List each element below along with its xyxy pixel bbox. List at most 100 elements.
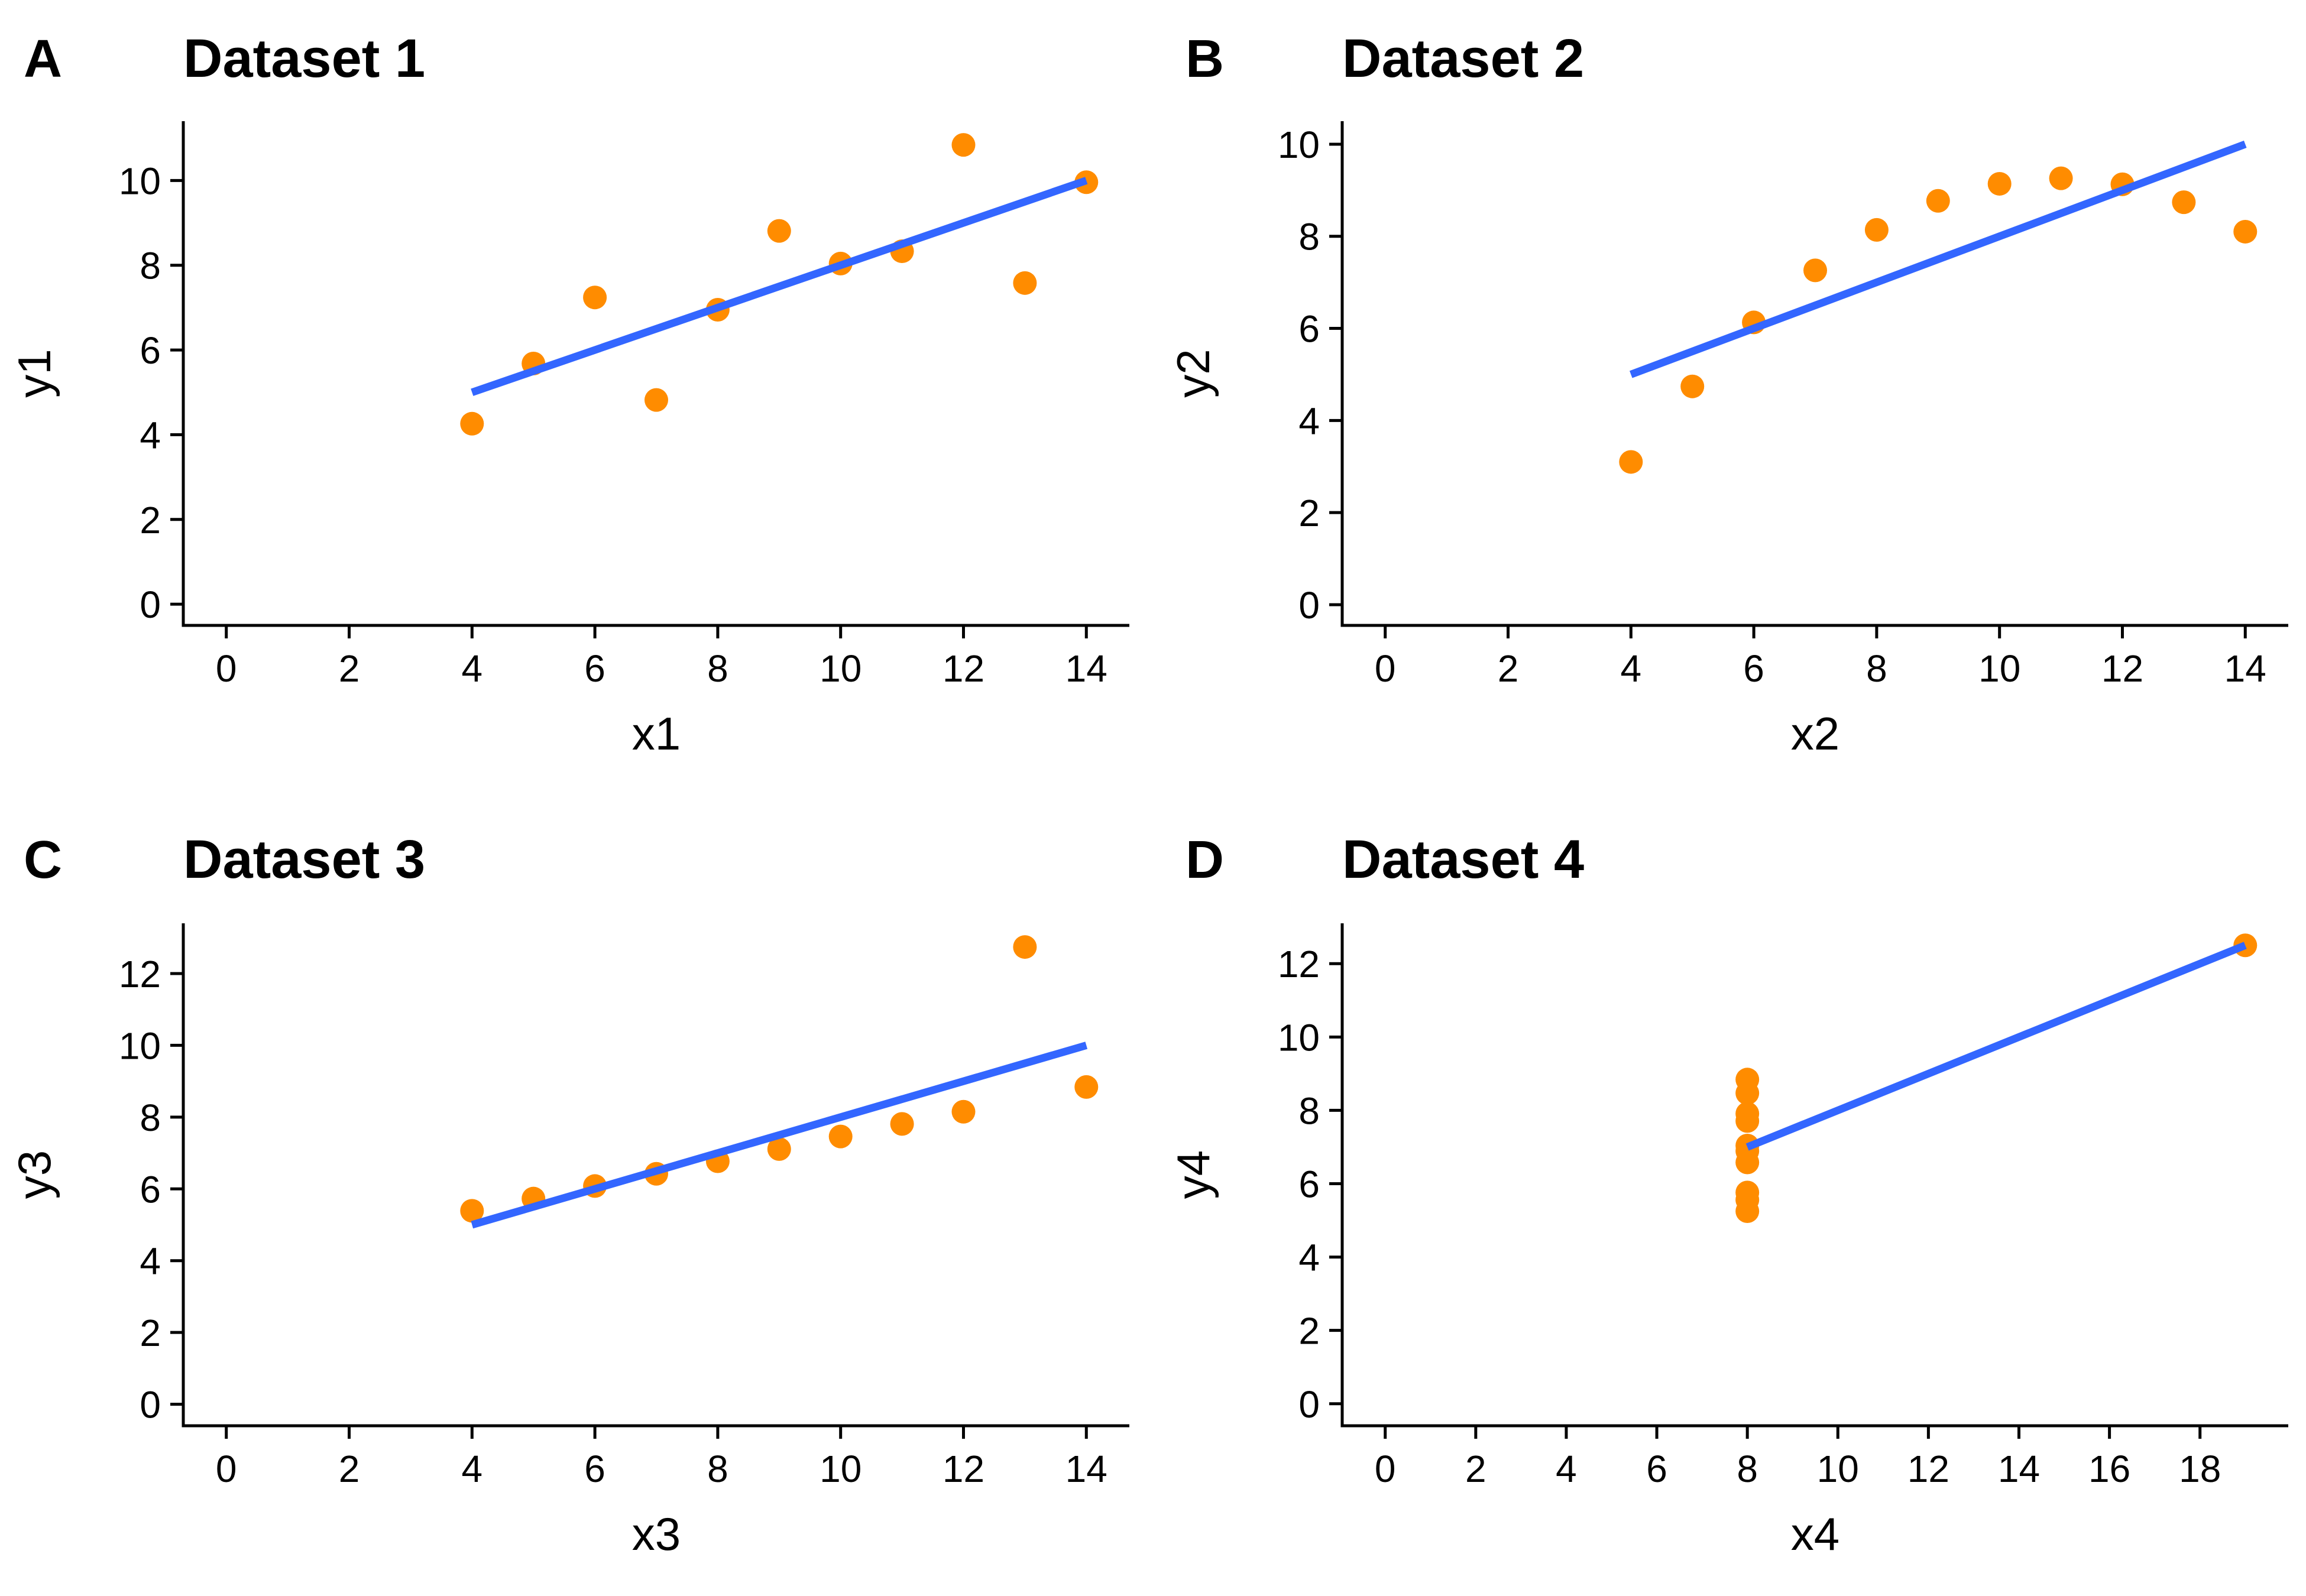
- x-tick-label: 16: [2088, 1448, 2130, 1490]
- x-tick-label: 12: [2101, 647, 2143, 690]
- panel-letter: C: [24, 831, 62, 890]
- y-tick-label: 10: [1278, 1016, 1320, 1059]
- x-tick-label: 2: [339, 647, 360, 690]
- y-tick-label: 12: [1278, 943, 1320, 985]
- y-tick-label: 8: [1298, 1089, 1320, 1132]
- data-point: [951, 133, 976, 157]
- panel-d: D Dataset 4 0 2 4 6 8 10 12 14 16 18 0 2 4 6 8 10 12 x4 y4: [1167, 829, 2288, 1560]
- regression-line: [1630, 140, 2247, 378]
- x-tick-label: 6: [584, 647, 605, 690]
- data-point: [767, 1137, 791, 1161]
- y-tick-label: 4: [1298, 400, 1320, 442]
- x-tick-label: 8: [707, 647, 728, 690]
- data-point: [2233, 219, 2258, 244]
- panel-title: Dataset 1: [183, 28, 425, 89]
- y-tick-label: 8: [1298, 216, 1320, 258]
- data-point: [1680, 374, 1705, 398]
- panel-letter: B: [1186, 30, 1224, 89]
- y-tick-label: 10: [119, 160, 161, 202]
- data-point: [1864, 218, 1889, 242]
- x-tick-label: 2: [339, 1448, 360, 1490]
- x-tick-label: 0: [1375, 1448, 1396, 1490]
- panel-letter: A: [24, 30, 62, 89]
- x-tick-label: 18: [2179, 1448, 2221, 1490]
- data-point: [1987, 171, 2012, 196]
- panel-b: B Dataset 2 0 2 4 6 8 10 12 14 0 2 4 6 8 10 x2 y2: [1167, 28, 2288, 760]
- x-tick-label: 4: [462, 1448, 483, 1490]
- y-tick-label: 12: [119, 953, 161, 995]
- x-tick-label: 12: [943, 1448, 984, 1490]
- y-tick-label: 2: [140, 1312, 161, 1354]
- y-tick-label: 8: [140, 1097, 161, 1139]
- x-tick-label: 10: [1817, 1448, 1859, 1490]
- panel-title: Dataset 3: [183, 829, 425, 890]
- x-tick-label: 4: [1621, 647, 1642, 690]
- y-tick-label: 0: [1298, 1383, 1320, 1426]
- y-tick-label: 2: [1298, 1310, 1320, 1352]
- y-tick-label: 6: [140, 329, 161, 372]
- x-tick-label: 10: [820, 647, 861, 690]
- data-point: [1735, 1081, 1760, 1105]
- y-axis-label: y3: [8, 1150, 60, 1199]
- y-axis-label: y1: [8, 349, 60, 397]
- y-tick-label: 0: [140, 583, 161, 626]
- data-point: [644, 388, 668, 412]
- data-point: [1803, 258, 1827, 283]
- x-tick-label: 12: [943, 647, 984, 690]
- y-tick-label: 10: [1278, 124, 1320, 166]
- y-axis-label: y4: [1167, 1150, 1219, 1199]
- data-point: [767, 219, 791, 243]
- y-axis-label: y2: [1167, 349, 1219, 397]
- x-tick-label: 8: [1737, 1448, 1758, 1490]
- y-tick-label: 2: [140, 499, 161, 541]
- data-point: [1013, 271, 1037, 295]
- data-point: [1074, 1075, 1099, 1099]
- y-tick-label: 0: [1298, 584, 1320, 627]
- y-tick-label: 0: [140, 1384, 161, 1426]
- data-point: [951, 1099, 976, 1124]
- x-tick-label: 14: [2224, 647, 2266, 690]
- x-axis-label: x2: [1791, 708, 1839, 760]
- data-point: [828, 1124, 853, 1149]
- data-point: [2172, 190, 2196, 215]
- y-tick-label: 10: [119, 1024, 161, 1067]
- panel-title: Dataset 4: [1342, 829, 1584, 890]
- y-tick-label: 4: [1298, 1237, 1320, 1279]
- x-tick-label: 14: [1065, 1448, 1107, 1490]
- regression-line: [471, 177, 1088, 396]
- x-tick-label: 14: [1065, 647, 1107, 690]
- x-axis-label: x3: [632, 1508, 681, 1560]
- y-tick-label: 2: [1298, 492, 1320, 534]
- x-tick-label: 14: [1998, 1448, 2040, 1490]
- y-tick-label: 6: [1298, 308, 1320, 351]
- data-point: [2049, 166, 2073, 190]
- y-tick-label: 4: [140, 1240, 161, 1283]
- x-axis-label: x4: [1791, 1508, 1839, 1560]
- x-tick-label: 2: [1465, 1448, 1486, 1490]
- panel-title: Dataset 2: [1342, 28, 1584, 89]
- data-point: [890, 1112, 914, 1136]
- x-tick-label: 0: [216, 1448, 237, 1490]
- panel-c: C Dataset 3 0 2 4 6 8 10 12 14 0 2 4 6 8 10 12 x3 y3: [8, 829, 1129, 1560]
- data-point: [1013, 935, 1037, 959]
- data-point: [1926, 189, 1950, 213]
- x-axis-label: x1: [632, 708, 681, 760]
- data-point: [1735, 1188, 1760, 1212]
- x-tick-label: 8: [707, 1448, 728, 1490]
- x-tick-label: 6: [1646, 1448, 1667, 1490]
- x-tick-label: 6: [584, 1448, 605, 1490]
- x-tick-label: 8: [1866, 647, 1887, 690]
- x-tick-label: 10: [1978, 647, 2020, 690]
- x-tick-label: 2: [1498, 647, 1519, 690]
- panel-a: A Dataset 1 0 2 4 6 8 10 12 14 0 2 4 6 8 10 x1 y1: [8, 28, 1129, 760]
- x-tick-label: 4: [1556, 1448, 1577, 1490]
- x-tick-label: 4: [462, 647, 483, 690]
- x-tick-label: 0: [1375, 647, 1396, 690]
- data-point: [1735, 1102, 1760, 1126]
- data-point: [460, 411, 484, 436]
- y-tick-label: 4: [140, 414, 161, 456]
- y-tick-label: 6: [1298, 1163, 1320, 1206]
- data-point: [1619, 450, 1643, 474]
- data-point: [460, 1199, 484, 1223]
- y-tick-label: 6: [140, 1168, 161, 1211]
